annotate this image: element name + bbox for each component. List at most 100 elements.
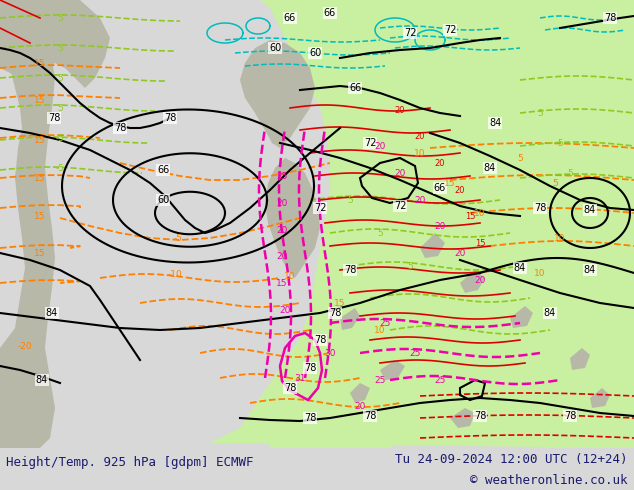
Text: 78: 78	[364, 411, 376, 421]
Polygon shape	[510, 306, 533, 328]
Text: 20: 20	[374, 142, 385, 150]
Polygon shape	[460, 270, 485, 293]
Text: 10: 10	[284, 271, 295, 280]
Text: -5: -5	[56, 164, 65, 172]
Text: 20: 20	[434, 221, 446, 230]
Text: 20: 20	[394, 169, 406, 177]
Text: 15: 15	[34, 173, 46, 182]
Polygon shape	[0, 0, 110, 88]
Text: 5: 5	[567, 169, 573, 177]
Text: -20: -20	[18, 342, 32, 350]
Text: 10: 10	[534, 269, 546, 277]
Text: 5: 5	[347, 196, 353, 204]
Text: 20: 20	[474, 275, 486, 285]
Polygon shape	[0, 0, 55, 448]
Text: -5: -5	[174, 234, 183, 243]
Text: 15: 15	[276, 278, 288, 288]
Text: 25: 25	[379, 318, 391, 327]
Polygon shape	[265, 158, 320, 278]
Text: 78: 78	[48, 113, 60, 123]
Polygon shape	[590, 388, 610, 408]
Text: 15: 15	[34, 96, 46, 104]
Text: 20: 20	[415, 131, 425, 141]
Text: 78: 78	[114, 123, 126, 133]
Text: 25: 25	[276, 172, 288, 180]
Text: 5: 5	[57, 44, 63, 52]
Text: 20: 20	[354, 401, 366, 411]
Text: 78: 78	[474, 411, 486, 421]
Text: -10: -10	[167, 270, 183, 278]
Text: 15: 15	[475, 239, 485, 247]
Text: 25: 25	[374, 375, 385, 385]
Polygon shape	[240, 40, 315, 148]
Text: 84: 84	[489, 118, 501, 128]
Text: 10: 10	[374, 325, 385, 335]
Text: 84: 84	[36, 375, 48, 385]
Text: 20: 20	[276, 225, 288, 235]
Text: 10: 10	[414, 148, 426, 157]
Text: 5: 5	[57, 103, 63, 113]
Text: 60: 60	[269, 43, 281, 53]
Text: 78: 78	[164, 113, 176, 123]
Text: © weatheronline.co.uk: © weatheronline.co.uk	[470, 474, 628, 487]
Polygon shape	[450, 408, 475, 428]
Polygon shape	[540, 428, 634, 448]
Text: 84: 84	[544, 308, 556, 318]
Text: 10: 10	[554, 234, 566, 243]
Text: 5: 5	[552, 178, 558, 188]
Text: 78: 78	[344, 265, 356, 275]
Text: 25: 25	[434, 375, 446, 385]
Text: 20: 20	[395, 105, 405, 115]
Text: 15: 15	[34, 136, 46, 145]
Text: 31: 31	[294, 373, 306, 383]
Text: -5: -5	[56, 133, 65, 143]
Text: 5: 5	[537, 108, 543, 118]
Text: 20: 20	[414, 196, 425, 204]
Polygon shape	[210, 0, 634, 448]
Text: 78: 78	[564, 411, 576, 421]
Text: 66: 66	[434, 183, 446, 193]
Text: 5: 5	[377, 228, 383, 238]
Text: 66: 66	[324, 8, 336, 18]
Text: 5: 5	[517, 153, 523, 163]
Text: 15: 15	[334, 298, 346, 308]
Text: 20: 20	[455, 186, 465, 195]
Text: 66: 66	[349, 83, 361, 93]
Text: 15: 15	[34, 212, 46, 220]
Polygon shape	[320, 298, 450, 398]
Text: 84: 84	[514, 263, 526, 273]
Text: 20: 20	[276, 198, 288, 207]
Text: 84: 84	[584, 205, 596, 215]
Polygon shape	[380, 360, 405, 380]
Text: 10: 10	[474, 209, 486, 218]
Text: 5: 5	[57, 74, 63, 82]
Text: 78: 78	[304, 413, 316, 423]
Polygon shape	[350, 383, 370, 403]
Text: 84: 84	[484, 163, 496, 173]
Text: 15: 15	[34, 248, 46, 258]
Text: 5: 5	[57, 14, 63, 23]
Text: 15: 15	[465, 212, 476, 220]
Text: 15: 15	[34, 58, 46, 68]
Text: Tu 24-09-2024 12:00 UTC (12+24): Tu 24-09-2024 12:00 UTC (12+24)	[395, 453, 628, 466]
Text: 20: 20	[276, 251, 288, 261]
Text: 20: 20	[280, 305, 290, 315]
Text: 78: 78	[534, 203, 546, 213]
Text: 72: 72	[314, 203, 327, 213]
Text: 78: 78	[329, 308, 341, 318]
Polygon shape	[270, 413, 400, 448]
Text: 78: 78	[604, 13, 616, 23]
Text: 15: 15	[444, 178, 456, 188]
Text: 84: 84	[584, 265, 596, 275]
Text: 72: 72	[404, 28, 417, 38]
Text: 78: 78	[284, 383, 296, 393]
Text: 78: 78	[304, 363, 316, 373]
Text: 60: 60	[309, 48, 321, 58]
Text: 20: 20	[455, 248, 466, 258]
Text: 30: 30	[324, 348, 336, 358]
Polygon shape	[570, 348, 590, 370]
Text: 72: 72	[364, 138, 376, 148]
Text: 5: 5	[407, 262, 413, 270]
Text: 72: 72	[444, 25, 456, 35]
Text: 25: 25	[410, 348, 421, 358]
